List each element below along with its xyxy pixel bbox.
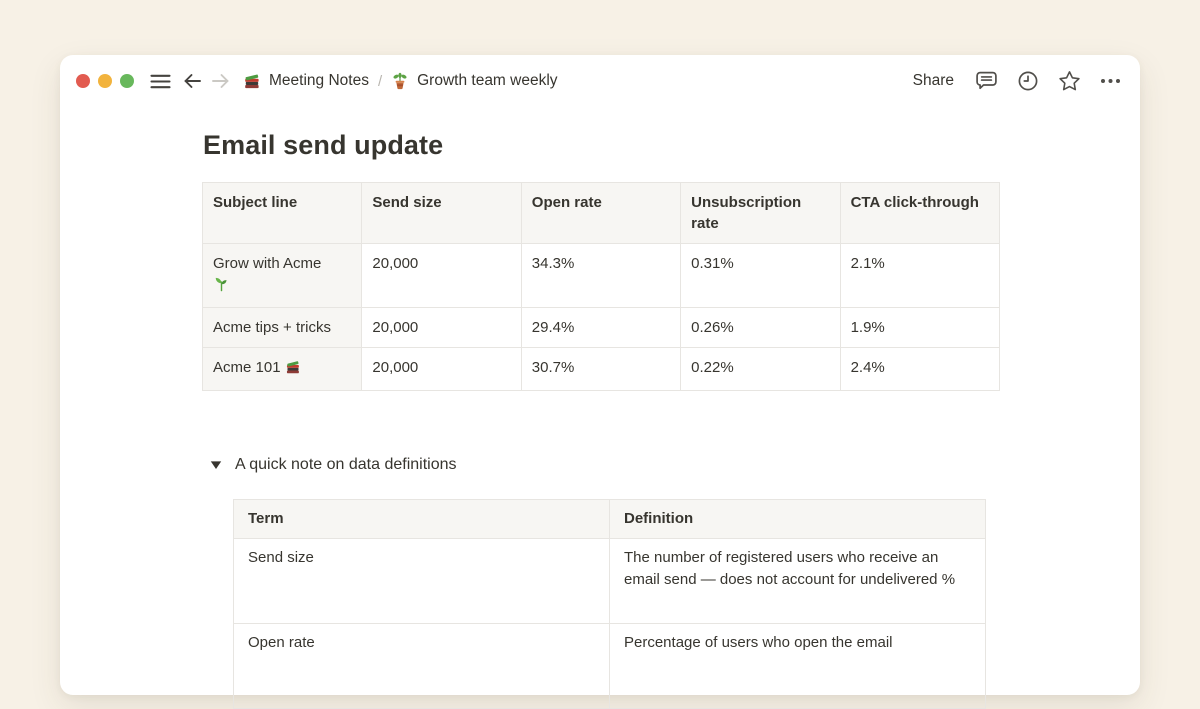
window-controls: [76, 74, 134, 88]
toggle-label: A quick note on data definitions: [235, 456, 457, 473]
unsub-rate-cell[interactable]: 0.31%: [680, 243, 841, 308]
send-size-cell[interactable]: 20,000: [361, 243, 522, 308]
column-header[interactable]: Subject line: [201, 182, 363, 244]
back-button[interactable]: [183, 73, 202, 89]
cta-rate-cell[interactable]: 2.1%: [839, 243, 1001, 308]
toggle-data-definitions[interactable]: A quick note on data definitions: [210, 453, 1140, 477]
hamburger-icon: [150, 74, 171, 89]
breadcrumb-separator: /: [377, 72, 383, 90]
breadcrumb-label: Growth team weekly: [417, 72, 558, 89]
column-header[interactable]: Term: [233, 499, 610, 539]
potted-plant-emoji-icon: [391, 72, 409, 90]
forward-button[interactable]: [211, 73, 230, 89]
term-cell[interactable]: Open rate: [233, 623, 610, 709]
window-topbar: Meeting Notes /: [60, 55, 1140, 107]
definition-cell[interactable]: The number of registered users who recei…: [609, 538, 986, 624]
subject-cell[interactable]: Acme 101: [201, 347, 363, 391]
definitions-table: Term Definition Send size The number of …: [233, 499, 986, 709]
table-header-row: Term Definition: [233, 499, 986, 539]
open-rate-cell[interactable]: 34.3%: [520, 243, 682, 308]
minimize-window-button[interactable]: [98, 74, 112, 88]
forward-arrow-icon: [211, 73, 230, 89]
cell-text: Acme tips + tricks: [213, 319, 331, 336]
breadcrumb: Meeting Notes /: [243, 72, 558, 90]
subject-cell[interactable]: Grow with Acme: [201, 243, 363, 308]
unsub-rate-cell[interactable]: 0.22%: [680, 347, 841, 391]
email-metrics-table: Subject line Send size Open rate Unsubsc…: [201, 182, 1001, 391]
send-size-cell[interactable]: 20,000: [361, 347, 522, 391]
breadcrumb-item-meeting-notes[interactable]: Meeting Notes: [243, 72, 369, 90]
close-window-button[interactable]: [76, 74, 90, 88]
breadcrumb-label: Meeting Notes: [269, 72, 369, 89]
cell-text: Acme 101: [213, 359, 281, 376]
notion-window: Meeting Notes /: [60, 55, 1140, 709]
cell-text: Grow with Acme: [213, 255, 322, 272]
definition-cell[interactable]: Percentage of users who open the email: [609, 623, 986, 709]
ellipsis-icon: [1100, 78, 1121, 84]
table-row: Open rate Percentage of users who open t…: [233, 623, 986, 709]
clock-icon: [1017, 70, 1039, 92]
column-header[interactable]: Unsubscription rate: [680, 182, 841, 244]
column-header[interactable]: Definition: [609, 499, 986, 539]
column-header[interactable]: CTA click-through: [839, 182, 1001, 244]
seedling-emoji-icon: [213, 277, 230, 296]
subject-cell[interactable]: Acme tips + tricks: [201, 307, 363, 348]
books-emoji-icon: [243, 72, 261, 90]
share-button[interactable]: Share: [912, 72, 954, 89]
term-cell[interactable]: Send size: [233, 538, 610, 624]
open-rate-cell[interactable]: 29.4%: [520, 307, 682, 348]
page-title[interactable]: Email send update: [203, 130, 444, 160]
toggle-triangle-icon[interactable]: [210, 460, 222, 470]
table-row: Grow with Acme 20,000 34.3% 0.31% 2.1%: [201, 243, 1001, 308]
comment-icon: [975, 71, 998, 92]
open-rate-cell[interactable]: 30.7%: [520, 347, 682, 391]
send-size-cell[interactable]: 20,000: [361, 307, 522, 348]
zoom-window-button[interactable]: [120, 74, 134, 88]
favorite-button[interactable]: [1058, 70, 1081, 92]
back-arrow-icon: [183, 73, 202, 89]
comments-button[interactable]: [975, 71, 998, 92]
books-emoji-icon: [285, 361, 301, 379]
cta-rate-cell[interactable]: 1.9%: [839, 307, 1001, 348]
star-icon: [1058, 70, 1081, 92]
column-header[interactable]: Open rate: [520, 182, 682, 244]
more-options-button[interactable]: [1100, 78, 1121, 84]
column-header[interactable]: Send size: [361, 182, 522, 244]
unsub-rate-cell[interactable]: 0.26%: [680, 307, 841, 348]
sidebar-menu-button[interactable]: [150, 74, 171, 89]
history-button[interactable]: [1017, 70, 1039, 92]
table-row: Acme 101 20,000 30.7% 0.22% 2.4%: [201, 347, 1001, 391]
breadcrumb-item-growth-team-weekly[interactable]: Growth team weekly: [391, 72, 558, 90]
table-row: Acme tips + tricks 20,000 29.4% 0.26% 1.…: [201, 307, 1001, 348]
table-row: Send size The number of registered users…: [233, 538, 986, 624]
table-header-row: Subject line Send size Open rate Unsubsc…: [201, 182, 1001, 244]
cta-rate-cell[interactable]: 2.4%: [839, 347, 1001, 391]
